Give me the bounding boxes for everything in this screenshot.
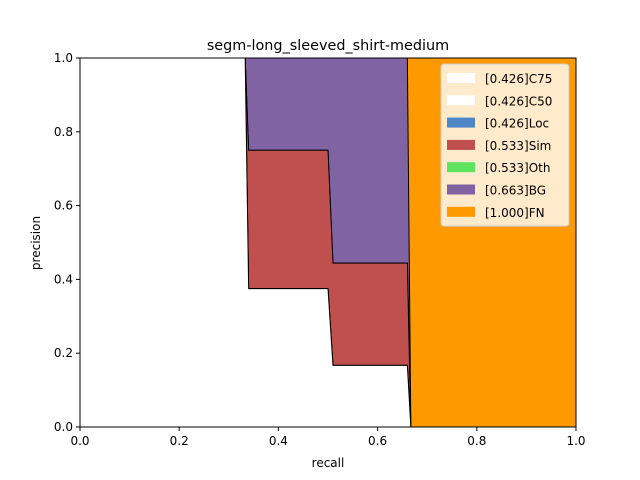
- legend-swatch: [447, 206, 475, 217]
- legend-swatch: [447, 117, 475, 128]
- x-axis-ticks: 0.0 0.2 0.4 0.6 0.8 1.0: [70, 427, 586, 448]
- x-tick-label: 1.0: [566, 434, 585, 448]
- area-line-c75: [80, 57, 576, 428]
- legend-label: [0.663]BG: [485, 184, 546, 198]
- legend-label: [0.533]Oth: [485, 161, 550, 175]
- legend-label: [0.533]Sim: [485, 139, 551, 153]
- y-axis-ticks: 0.0 0.2 0.4 0.6 0.8 1.0: [54, 51, 80, 434]
- x-axis-label: recall: [312, 456, 345, 470]
- x-tick-label: 0.6: [368, 434, 387, 448]
- x-tick-label: 0.4: [269, 434, 288, 448]
- legend: [0.426]C75 [0.426]C50 [0.426]Loc [0.533]Sim…: [440, 63, 570, 227]
- axes-frame: [79, 57, 577, 428]
- y-tick-label: 0.2: [54, 346, 73, 360]
- y-tick-label: 0.0: [54, 420, 73, 434]
- plot-frame: [79, 57, 577, 428]
- legend-swatch: [447, 73, 475, 83]
- x-tick-label: 0.8: [467, 434, 486, 448]
- legend-label: [1.000]FN: [485, 206, 545, 220]
- x-tick-label: 0.2: [170, 434, 189, 448]
- legend-label: [0.426]Loc: [485, 117, 549, 131]
- legend-label: [0.426]C50: [485, 94, 552, 108]
- chart-title: segm-long_sleeved_shirt-medium: [207, 38, 449, 54]
- y-axis-label: precision: [29, 216, 43, 270]
- legend-swatch: [447, 139, 475, 150]
- y-tick-label: 1.0: [54, 51, 73, 65]
- x-tick-label: 0.0: [70, 434, 89, 448]
- legend-swatch: [447, 184, 475, 195]
- area-c75: [80, 58, 576, 427]
- y-tick-label: 0.6: [54, 199, 73, 213]
- legend-label: [0.426]C75: [485, 72, 552, 86]
- y-tick-label: 0.8: [54, 125, 73, 139]
- legend-swatch: [447, 162, 475, 173]
- legend-swatch: [447, 95, 475, 106]
- y-tick-label: 0.4: [54, 272, 73, 286]
